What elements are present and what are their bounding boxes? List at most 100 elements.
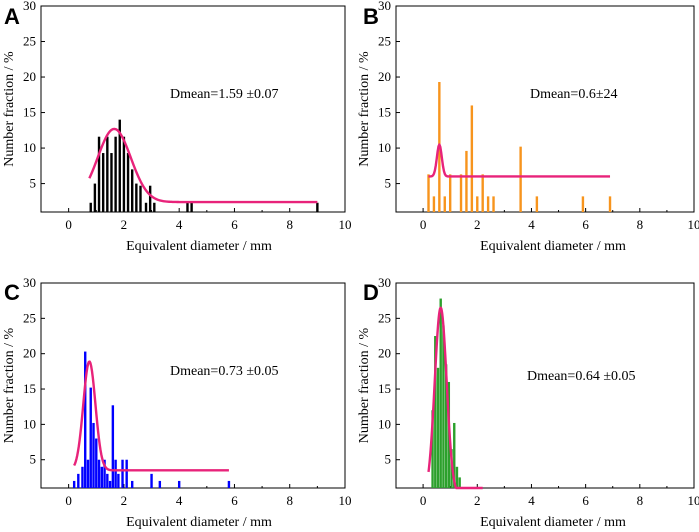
bar — [190, 202, 193, 212]
y-tick-label: 30 — [378, 0, 391, 13]
y-tick-label: 15 — [23, 381, 36, 396]
bar — [86, 459, 90, 488]
x-tick-label: 6 — [231, 217, 238, 232]
bar — [470, 105, 474, 212]
bar — [227, 480, 231, 488]
bar — [103, 459, 106, 488]
plot-frame — [395, 282, 695, 489]
y-tick-label: 30 — [23, 0, 36, 13]
y-tick-label: 15 — [378, 381, 391, 396]
bar — [135, 183, 138, 212]
y-tick-label: 30 — [378, 275, 391, 290]
y-tick-label: 5 — [30, 176, 37, 191]
fit-curve — [428, 143, 611, 178]
bar — [186, 202, 189, 212]
bar — [439, 298, 442, 488]
bar — [455, 466, 459, 488]
bar — [114, 136, 117, 212]
bar — [150, 473, 153, 488]
y-tick-label: 20 — [23, 346, 36, 361]
x-tick-label: 10 — [688, 493, 699, 508]
bar — [442, 325, 445, 488]
bar — [93, 183, 97, 212]
y-tick-label: 10 — [23, 140, 36, 155]
bar — [81, 466, 84, 488]
y-tick-label: 10 — [378, 140, 391, 155]
x-tick-label: 4 — [528, 493, 535, 508]
bar — [92, 422, 95, 488]
x-tick-label: 4 — [528, 217, 535, 232]
x-axis-label: Equivalent diameter / mm — [480, 239, 626, 254]
bar — [459, 174, 463, 212]
bar — [95, 438, 98, 488]
dmean-annotation: Dmean=0.6±24 — [530, 87, 618, 102]
dmean-annotation: Dmean=0.64 ±0.05 — [527, 369, 636, 384]
plot-frame — [395, 5, 695, 213]
y-tick-label: 20 — [23, 69, 36, 84]
x-tick-label: 2 — [121, 493, 128, 508]
y-tick-label: 15 — [23, 105, 36, 120]
x-tick-label: 8 — [637, 217, 644, 232]
bar — [481, 174, 484, 212]
x-axis-label: Equivalent diameter / mm — [126, 515, 272, 530]
bar — [106, 473, 109, 488]
y-tick-label: 20 — [378, 69, 391, 84]
bar — [125, 459, 128, 488]
bar — [436, 367, 440, 488]
y-tick-label: 5 — [30, 452, 37, 467]
x-axis-label: Equivalent diameter / mm — [480, 515, 626, 530]
bar — [443, 196, 446, 212]
x-tick-label: 8 — [286, 493, 293, 508]
bar — [153, 202, 156, 212]
panel-c: C 0 2 4 6 8 10 5 10 15 20 25 30 Equivalent diameter /… — [2, 275, 352, 530]
x-tick-label: 2 — [474, 217, 481, 232]
x-tick-label: 6 — [582, 217, 589, 232]
dmean-annotation: Dmean=1.59 ±0.07 — [170, 87, 279, 102]
plot-frame — [40, 5, 346, 213]
bar — [89, 387, 92, 488]
bar — [444, 364, 448, 488]
y-axis-label: Number fraction / % — [2, 327, 17, 443]
bar — [108, 480, 112, 488]
bar — [316, 202, 319, 212]
bar — [111, 405, 115, 488]
bar — [458, 477, 461, 488]
y-tick-label: 30 — [23, 275, 36, 290]
y-tick-label: 25 — [378, 310, 391, 325]
bar — [84, 351, 87, 488]
bar — [131, 480, 134, 488]
bar — [158, 480, 162, 488]
bar — [177, 480, 181, 488]
bar — [581, 196, 585, 212]
x-tick-label: 10 — [339, 493, 352, 508]
y-tick-label: 10 — [378, 416, 391, 431]
x-tick-label: 0 — [65, 493, 72, 508]
x-tick-label: 8 — [286, 217, 293, 232]
bar — [126, 153, 130, 212]
y-axis-label: Number fraction / % — [2, 51, 17, 167]
bar — [72, 480, 76, 488]
y-tick-label: 25 — [23, 34, 36, 49]
x-tick-label: 0 — [420, 217, 427, 232]
x-tick-label: 10 — [339, 217, 352, 232]
bar — [121, 459, 124, 488]
bar — [427, 174, 430, 212]
bar — [97, 459, 101, 488]
bar — [118, 119, 121, 212]
panel-letter: B — [363, 4, 379, 29]
bar — [431, 410, 434, 488]
bar — [465, 150, 468, 212]
x-tick-label: 0 — [65, 217, 72, 232]
x-tick-label: 8 — [637, 493, 644, 508]
fit-curve — [73, 360, 230, 472]
bar — [122, 136, 126, 212]
bar — [453, 422, 456, 488]
bar — [144, 202, 148, 212]
y-tick-label: 5 — [385, 176, 392, 191]
panel-letter: A — [4, 4, 20, 29]
bar — [100, 466, 103, 488]
y-tick-label: 15 — [378, 105, 391, 120]
y-axis-label: Number fraction / % — [357, 51, 372, 167]
dmean-annotation: Dmean=0.73 ±0.05 — [170, 364, 279, 379]
